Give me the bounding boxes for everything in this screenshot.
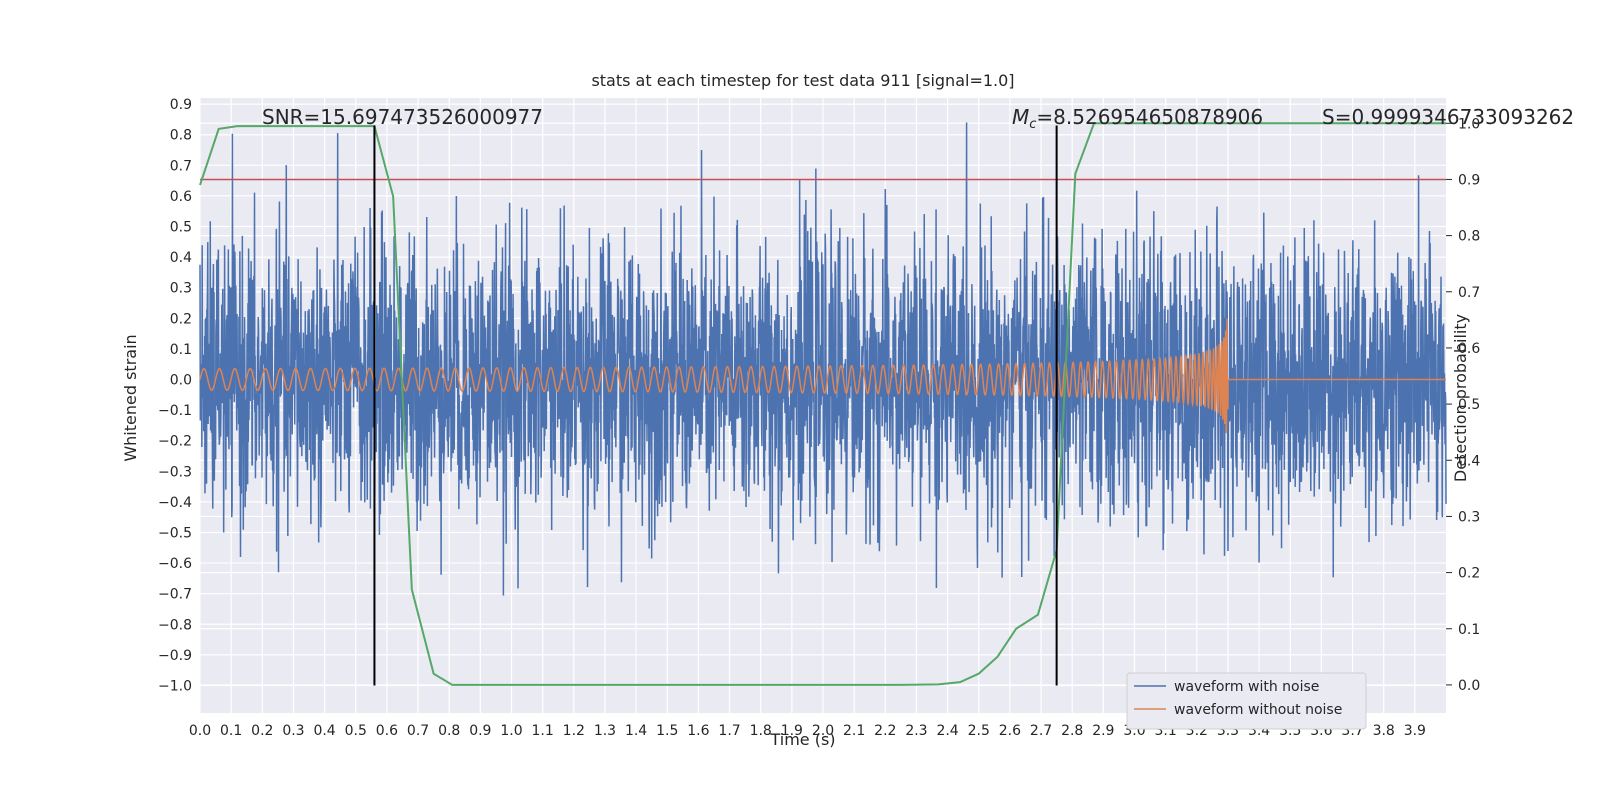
- x-tick-label: 1.8: [750, 723, 772, 739]
- y2-tick-label: 0.7: [1458, 285, 1480, 301]
- annotation-score: S=0.9999346733093262: [1322, 105, 1574, 129]
- y-tick-label: −0.2: [158, 434, 192, 450]
- x-tick-label: 3.8: [1373, 723, 1395, 739]
- x-tick-label: 0.1: [220, 723, 242, 739]
- y-tick-label: −0.5: [158, 525, 192, 541]
- legend-box: [1126, 672, 1367, 730]
- x-tick-label: 1.0: [500, 723, 522, 739]
- series-waveform-without-noise: [199, 318, 1446, 434]
- y2-tick-label: 0.3: [1458, 509, 1480, 525]
- x-axis-label: Time (s): [769, 730, 835, 749]
- legend-label-clean: waveform without noise: [1174, 702, 1342, 718]
- x-tick-label: 0.9: [469, 723, 491, 739]
- x-tick-label: 1.4: [625, 723, 647, 739]
- x-tick-label: 1.2: [563, 723, 585, 739]
- legend: waveform with noise waveform without noi…: [1126, 672, 1367, 730]
- x-tick-label: 0.3: [282, 723, 304, 739]
- y-tick-label: −1.0: [158, 678, 192, 694]
- chart-title: stats at each timestep for test data 911…: [591, 71, 1014, 90]
- x-tick-label: 1.9: [781, 723, 803, 739]
- y2-tick-label: 0.2: [1458, 566, 1480, 582]
- y-tick-label: 0.0: [170, 372, 192, 388]
- x-tick-label: 2.7: [1030, 723, 1052, 739]
- series-waveform-with-noise: [199, 122, 1447, 596]
- x-tick-label: 2.6: [999, 723, 1021, 739]
- x-tick-label: 3.9: [1404, 723, 1426, 739]
- y2-tick-label: 0.8: [1458, 229, 1480, 245]
- y-tick-label: 0.8: [170, 128, 192, 144]
- y-tick-label: 0.4: [170, 250, 192, 266]
- y2-tick-label: 0.6: [1458, 341, 1480, 357]
- y-tick-label: 0.6: [170, 189, 192, 205]
- x-tick-label: 2.8: [1061, 723, 1083, 739]
- legend-label-noise: waveform with noise: [1174, 679, 1319, 695]
- y-axis-label: Whitened strain: [121, 334, 140, 461]
- x-axis-ticks: 0.0 0.1 0.2 0.3 0.4 0.5 0.6 0.7 0.8 0.9 1.0 1.1 1.2 1…: [189, 723, 1426, 739]
- x-tick-label: 2.0: [812, 723, 834, 739]
- y2-tick-label: 0.1: [1458, 622, 1480, 638]
- series-detection-probability: [199, 122, 1446, 686]
- y-tick-label: −0.4: [158, 495, 192, 511]
- y-tick-label: −0.6: [158, 556, 192, 572]
- y2-tick-label: 0.4: [1458, 453, 1480, 469]
- x-tick-label: 0.4: [313, 723, 335, 739]
- x-tick-label: 2.3: [905, 723, 927, 739]
- x-tick-label: 1.6: [687, 723, 709, 739]
- x-tick-label: 1.3: [594, 723, 616, 739]
- y2-tick-label: 0.9: [1458, 172, 1480, 188]
- x-tick-label: 2.9: [1092, 723, 1114, 739]
- y2-tick-label: 0.0: [1458, 678, 1480, 694]
- y-axis-ticks: 0.9 0.8 0.7 0.6 0.5 0.4 0.3 0.2 0.1 0.0 −0.1 −0.2 −0…: [158, 97, 192, 694]
- y-tick-label: −0.8: [158, 617, 192, 633]
- x-tick-label: 2.4: [936, 723, 958, 739]
- x-tick-label: 2.1: [843, 723, 865, 739]
- y-tick-label: 0.1: [170, 342, 192, 358]
- annotation-mc-value: =8.526954650878906: [1036, 105, 1263, 129]
- y2-tick-label: 0.5: [1458, 397, 1480, 413]
- y-tick-label: 0.3: [170, 281, 192, 297]
- x-tick-label: 0.6: [376, 723, 398, 739]
- y2-axis-ticks: 1.0 0.9 0.8 0.7 0.6 0.5 0.4 0.3 0.2 0.1 0.0: [1446, 116, 1480, 694]
- x-tick-label: 1.5: [656, 723, 678, 739]
- x-tick-label: 0.0: [189, 723, 211, 739]
- annotation-chirp-mass: Mc=8.526954650878906: [1012, 105, 1263, 132]
- y-tick-label: −0.9: [158, 648, 192, 664]
- y-tick-label: 0.2: [170, 311, 192, 327]
- x-tick-label: 1.7: [718, 723, 740, 739]
- y-tick-label: 0.5: [170, 220, 192, 236]
- x-tick-label: 2.5: [968, 723, 990, 739]
- x-tick-label: 0.8: [438, 723, 460, 739]
- y-tick-label: 0.7: [170, 158, 192, 174]
- y-tick-label: 0.9: [170, 97, 192, 113]
- annotation-mc-sub: c: [1029, 117, 1036, 132]
- x-tick-label: 1.1: [532, 723, 554, 739]
- y-tick-label: −0.3: [158, 464, 192, 480]
- y-tick-label: −0.1: [158, 403, 192, 419]
- y2-tick-label: 1.0: [1458, 116, 1480, 132]
- x-tick-label: 0.5: [345, 723, 367, 739]
- y2-axis-label: Detection probability: [1451, 314, 1470, 482]
- x-tick-label: 0.2: [251, 723, 273, 739]
- annotation-snr: SNR=15.697473526000977: [262, 105, 543, 129]
- annotation-mc-symbol: M: [1012, 105, 1029, 129]
- y-tick-label: −0.7: [158, 587, 192, 603]
- x-tick-label: 2.2: [874, 723, 896, 739]
- x-tick-label: 0.7: [407, 723, 429, 739]
